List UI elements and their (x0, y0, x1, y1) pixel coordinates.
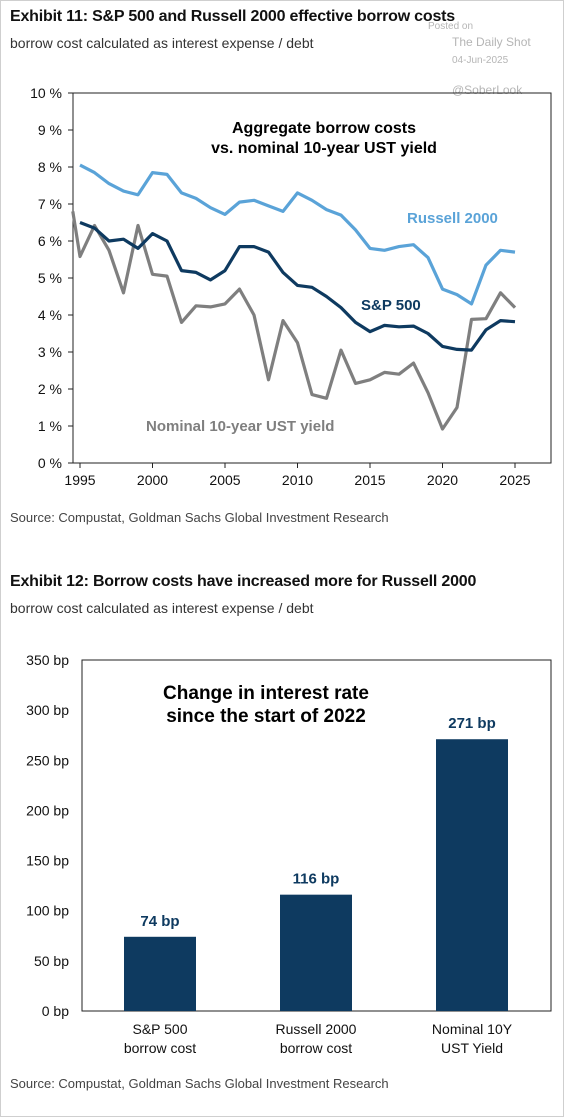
x-tick-label: 2000 (137, 472, 168, 488)
x-tick-label: 1995 (64, 472, 95, 488)
y-tick-label: 9 % (38, 122, 62, 138)
chart-title-line2: vs. nominal 10-year UST yield (211, 140, 437, 157)
y-tick-label: 1 % (38, 418, 62, 434)
y-tick-label: 8 % (38, 159, 62, 175)
y-tick-label: 0 bp (42, 1003, 69, 1019)
y-tick-label: 300 bp (26, 702, 69, 718)
x-tick-label: 2005 (209, 472, 240, 488)
x-category-label: borrow cost (280, 1040, 352, 1056)
watermark-posted: Posted on (428, 21, 474, 32)
y-tick-label: 6 % (38, 233, 62, 249)
y-tick-label: 150 bp (26, 853, 69, 869)
bar (280, 894, 352, 1011)
sp500-label: S&P 500 (361, 297, 421, 314)
exhibit12-title: Exhibit 12: Borrow costs have increased … (10, 573, 477, 590)
watermark-site: The Daily Shot (452, 35, 531, 49)
y-tick-label: 250 bp (26, 752, 69, 768)
y-tick-label: 10 % (30, 85, 62, 101)
x-tick-label: 2015 (354, 472, 385, 488)
y-tick-label: 50 bp (34, 953, 69, 969)
x-tick-label: 2010 (282, 472, 313, 488)
x-category-label: borrow cost (124, 1040, 196, 1056)
x-category-label: Nominal 10Y (432, 1021, 513, 1037)
chart-title-line1: Aggregate borrow costs (232, 120, 416, 137)
ust-yield-line (71, 211, 517, 431)
y-tick-label: 7 % (38, 196, 62, 212)
bar-value-label: 74 bp (140, 913, 179, 930)
y-tick-label: 3 % (38, 344, 62, 360)
y-tick-label: 100 bp (26, 903, 69, 919)
exhibit11-subtitle: borrow cost calculated as interest expen… (10, 35, 314, 51)
exhibit12-subtitle: borrow cost calculated as interest expen… (10, 600, 314, 616)
bar-chart-title-line1: Change in interest rate (163, 683, 369, 704)
exhibit12-source: Source: Compustat, Goldman Sachs Global … (10, 1076, 389, 1091)
y-tick-label: 4 % (38, 307, 62, 323)
x-tick-label: 2025 (499, 472, 530, 488)
bar (436, 739, 508, 1011)
x-tick-label: 2020 (427, 472, 458, 488)
bar-value-label: 116 bp (293, 871, 340, 888)
x-category-label: UST Yield (441, 1040, 503, 1056)
exhibit11-title: Exhibit 11: S&P 500 and Russell 2000 eff… (10, 8, 455, 25)
y-tick-label: 200 bp (26, 802, 69, 818)
ust-yield-label: Nominal 10-year UST yield (146, 418, 334, 435)
bar-chart-title-line2: since the start of 2022 (166, 706, 366, 727)
bar (124, 936, 196, 1011)
x-category-label: Russell 2000 (276, 1021, 357, 1037)
russell-2000-label: Russell 2000 (407, 210, 498, 227)
y-tick-label: 0 % (38, 455, 62, 471)
exhibit11-source: Source: Compustat, Goldman Sachs Global … (10, 510, 389, 525)
sp500-line (79, 221, 516, 352)
russell-2000-line (79, 163, 516, 306)
line-chart: 0 % 1 % 2 % 3 % 4 % 5 % 6 % 7 % 8 % 9 % 10 % 1995 20… (30, 85, 552, 488)
y-tick-label: 5 % (38, 270, 62, 286)
y-tick-label: 2 % (38, 381, 62, 397)
watermark-date: 04-Jun-2025 (452, 55, 509, 66)
y-tick-label: 350 bp (26, 652, 69, 668)
bar-value-label: 271 bp (448, 715, 496, 732)
x-category-label: S&P 500 (132, 1021, 187, 1037)
